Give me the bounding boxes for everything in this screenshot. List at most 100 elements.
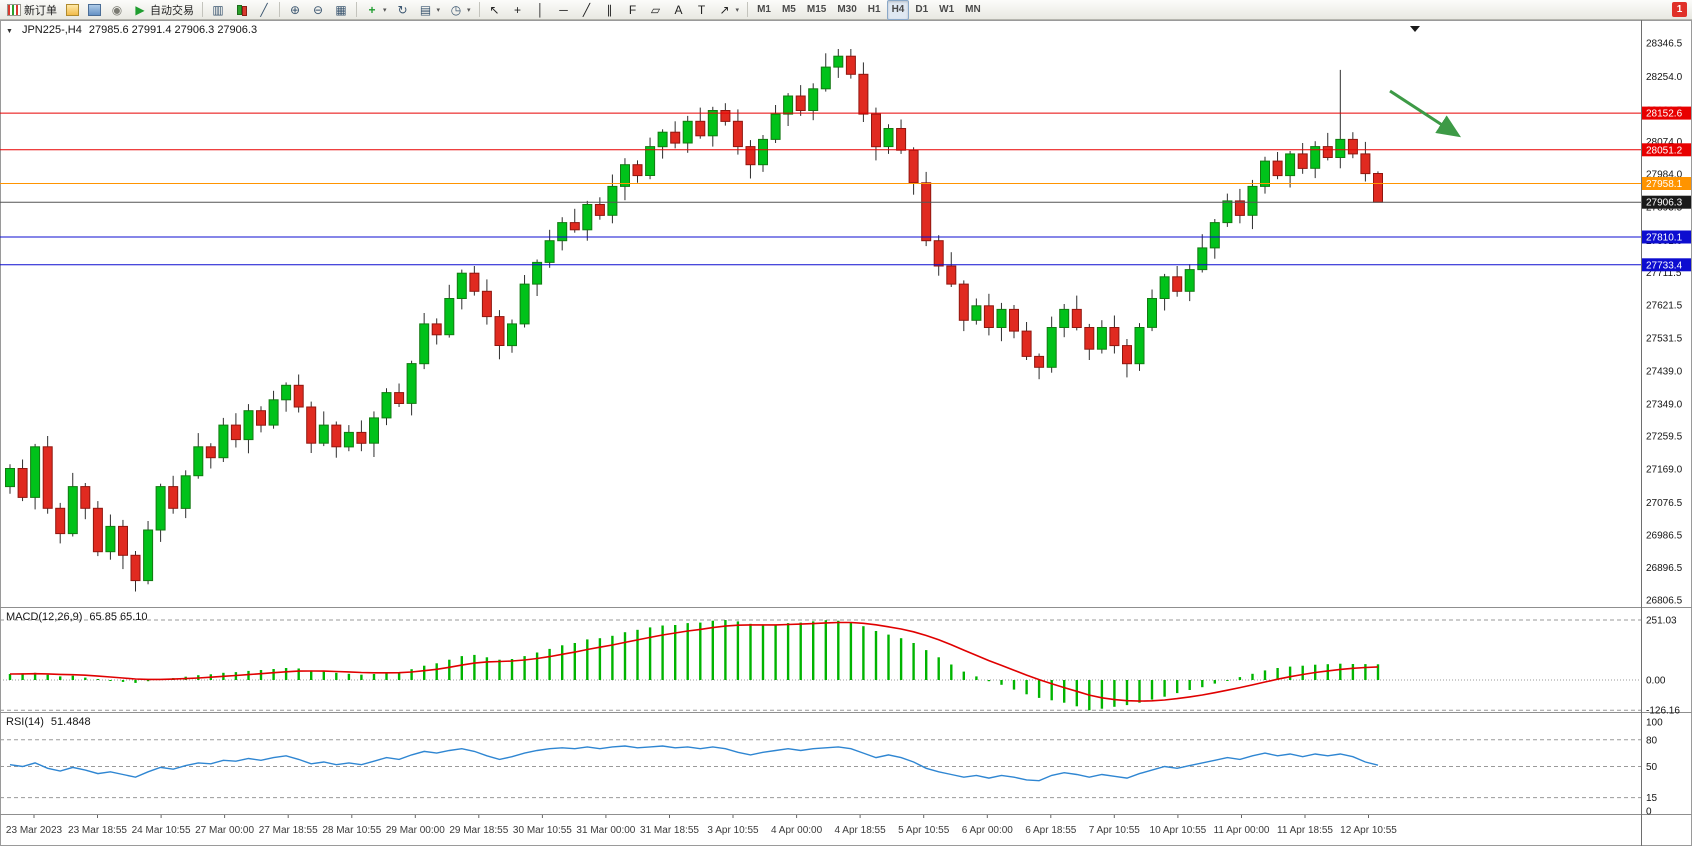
equidistant-channel-button[interactable]: ∥: [599, 0, 621, 20]
ohlc-values: 27985.6 27991.4 27906.3 27906.3: [88, 24, 258, 36]
time-axis-label: 6 Apr 00:00: [962, 825, 1014, 836]
candle-body: [1109, 327, 1120, 347]
price-line-label: [1642, 106, 1691, 120]
tf-m5-button[interactable]: M5: [777, 0, 801, 20]
candlestick-chart-button[interactable]: [230, 0, 252, 20]
tf-m15-button[interactable]: M15: [802, 0, 831, 20]
candle-body: [795, 95, 806, 111]
tile-windows-button[interactable]: ▦: [330, 0, 352, 20]
bar-chart-button[interactable]: ▥: [207, 0, 229, 20]
candle-body: [1247, 185, 1258, 216]
candle-body: [745, 146, 756, 166]
autotrading-icon: ▶: [135, 2, 145, 17]
fibonacci-button[interactable]: F: [622, 0, 644, 20]
tf-d1-button[interactable]: D1: [910, 0, 933, 20]
trend-arrow-annotation[interactable]: [1389, 89, 1462, 138]
signals-button[interactable]: ◉: [106, 0, 128, 20]
tf-h1-button[interactable]: H1: [863, 0, 886, 20]
text-label-button[interactable]: T: [691, 0, 713, 20]
vertical-line-button[interactable]: │: [530, 0, 552, 20]
candle-body: [983, 305, 994, 328]
zoom-in-button[interactable]: ⊕: [284, 0, 306, 20]
price-line-label: [1642, 143, 1691, 157]
tf-m1-button[interactable]: M1: [752, 0, 776, 20]
time-axis[interactable]: 23 Mar 2023 23 Mar 18:55 24 Mar 10:55 27 Ma…: [6, 815, 1397, 836]
candle-body: [1084, 327, 1095, 350]
candle-body: [1021, 330, 1032, 357]
candle-body: [896, 128, 907, 151]
price-tick-label: 26896.5: [1646, 563, 1683, 574]
candle-body: [507, 323, 517, 347]
shapes-icon: ▱: [650, 2, 661, 17]
candle-body: [205, 446, 216, 459]
cursor-button[interactable]: ↖: [484, 0, 506, 20]
charts-button[interactable]: [62, 0, 83, 20]
market-watch-icon: [88, 3, 101, 16]
auto-scroll-button[interactable]: ↻: [392, 0, 414, 20]
tf-h4-button[interactable]: H4: [886, 0, 910, 20]
trendline-button[interactable]: ╱: [576, 0, 598, 20]
tf-w1-button[interactable]: W1: [934, 0, 959, 20]
new-order-button[interactable]: 新订单: [3, 0, 61, 20]
candle-body: [356, 431, 367, 444]
indicators-icon: +: [368, 2, 376, 17]
price-tick-label: 27076.5: [1646, 498, 1683, 509]
candle-body: [1234, 200, 1245, 216]
macd-header: MACD(12,26,9) 65.85 65.10: [6, 611, 148, 623]
tf-m30-button[interactable]: M30: [832, 0, 861, 20]
arrows-button[interactable]: ↗ ▾: [714, 0, 744, 20]
horizontal-line-button[interactable]: ─: [553, 0, 575, 20]
zoom-out-button[interactable]: ⊖: [307, 0, 329, 20]
candle-body: [30, 446, 41, 498]
time-axis-label: 6 Apr 18:55: [1025, 825, 1077, 836]
time-axis-label: 11 Apr 00:00: [1214, 825, 1270, 836]
candle-body: [682, 120, 693, 144]
candle-body: [519, 283, 530, 325]
candle-body: [1347, 138, 1358, 155]
candle-body: [921, 182, 932, 242]
scroll-marker-icon[interactable]: [1410, 26, 1420, 32]
candle-body: [758, 138, 768, 166]
toolbar-separator: [202, 2, 203, 17]
autotrading-button[interactable]: ▶ 自动交易: [129, 0, 198, 20]
notification-badge[interactable]: 1: [1672, 2, 1687, 17]
text-button[interactable]: A: [668, 0, 690, 20]
time-axis-label: 27 Mar 00:00: [195, 825, 254, 836]
time-axis-label: 31 Mar 18:55: [640, 825, 699, 836]
candle-body: [996, 308, 1007, 328]
crosshair-button[interactable]: +: [507, 0, 529, 20]
market-watch-button[interactable]: [84, 0, 105, 20]
candle-body: [406, 363, 417, 404]
auto-scroll-icon: ↻: [397, 2, 408, 17]
candle-body: [1147, 298, 1157, 328]
time-axis-label: 24 Mar 10:55: [132, 825, 191, 836]
arrows-icon: ↗: [719, 2, 730, 17]
candle-body: [1122, 345, 1132, 365]
tf-mn-button[interactable]: MN: [960, 0, 986, 20]
rsi-label: RSI(14): [6, 716, 44, 728]
rsi-axis-label: 80: [1646, 735, 1658, 746]
candle-body: [92, 507, 103, 553]
candle-body: [845, 55, 856, 75]
templates-icon: ▤: [419, 2, 432, 17]
candle-body: [1260, 160, 1270, 187]
candle-body: [268, 399, 279, 426]
candle-body: [1197, 247, 1208, 271]
time-axis-label: 5 Apr 10:55: [898, 825, 950, 836]
periods-button[interactable]: ◷ ▾: [445, 0, 475, 20]
candle-body: [1373, 173, 1383, 203]
zoom-out-icon: ⊖: [312, 2, 324, 17]
candle-body: [281, 384, 292, 401]
candle-body: [143, 529, 154, 582]
one-click-arrow-icon[interactable]: ▼: [6, 28, 13, 35]
line-chart-button[interactable]: ╱: [253, 0, 275, 20]
shapes-button[interactable]: ▱: [645, 0, 667, 20]
horizontal-lines[interactable]: 28152.6 28051.2 27958.1 27906.3 27810.1 27733…: [0, 106, 1691, 272]
indicators-button[interactable]: + ▾: [361, 0, 391, 20]
time-axis-label: 12 Apr 10:55: [1340, 825, 1397, 836]
dropdown-arrow-icon: ▾: [735, 6, 740, 14]
tf-w1-label: W1: [939, 4, 955, 15]
chart-frame: [0, 20, 1692, 846]
templates-button[interactable]: ▤ ▾: [415, 0, 445, 20]
